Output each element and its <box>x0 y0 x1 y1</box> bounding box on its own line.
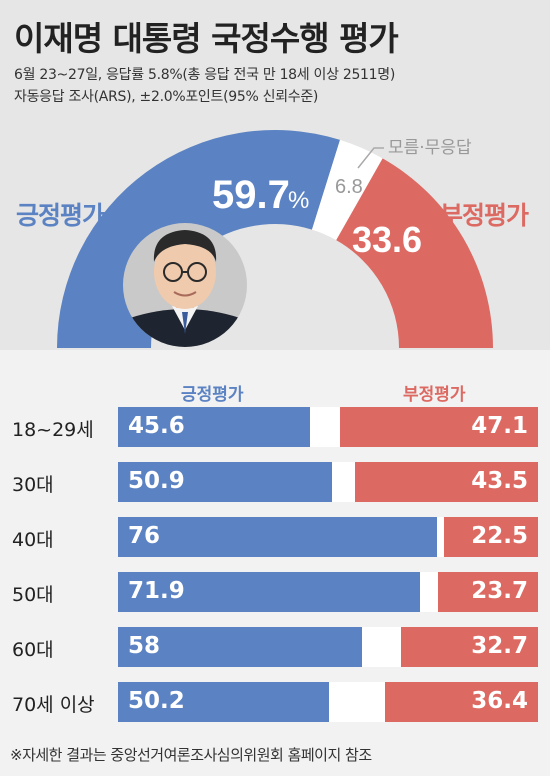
age-label-4: 60대 <box>12 639 54 661</box>
negative-value-3: 23.7 <box>471 578 528 604</box>
negative-value-5: 36.4 <box>471 688 528 714</box>
negative-bar-2: 22.5 <box>443 517 538 557</box>
donut-neutral-segment <box>311 139 383 241</box>
subtitle-line-2: 자동응답 조사(ARS), ±2.0%포인트(95% 신뢰수준) <box>14 89 319 105</box>
negative-side-label: 부정평가 <box>440 201 529 230</box>
positive-bar-5: 50.2 <box>118 682 329 722</box>
age-label-2: 40대 <box>12 529 54 551</box>
age-label-1: 30대 <box>12 474 54 496</box>
positive-value-label: 59.7 <box>212 173 290 217</box>
donut-value-labels: 59.7 % 6.8 33.6 모름·무응답 <box>212 138 472 260</box>
footnote: ※자세한 결과는 중앙선거여론조사심의위원회 홈페이지 참조 <box>10 746 372 764</box>
positive-bar-3: 71.9 <box>118 572 420 612</box>
positive-percent-sign: % <box>288 187 309 214</box>
negative-value-label: 33.6 <box>352 219 422 260</box>
positive-value-5: 50.2 <box>128 688 185 714</box>
positive-bar-2: 76 <box>118 517 438 557</box>
bar-row-1: 50.9 43.5 <box>118 462 538 502</box>
bar-row-4: 58 32.7 <box>118 627 538 667</box>
legend-positive: 긍정평가 <box>181 385 244 405</box>
bar-row-2: 76 22.5 <box>118 517 538 557</box>
positive-value-4: 58 <box>128 633 161 659</box>
positive-bar-1: 50.9 <box>118 462 332 502</box>
age-label-0: 18~29세 <box>12 419 94 441</box>
negative-value-1: 43.5 <box>471 468 528 494</box>
page-title: 이재명 대통령 국정수행 평가 <box>14 19 399 58</box>
donut-segments <box>57 129 493 348</box>
positive-value-2: 76 <box>128 523 161 549</box>
legend-negative: 부정평가 <box>403 385 466 405</box>
positive-side-label: 긍정평가 <box>16 201 105 230</box>
negative-value-2: 22.5 <box>471 523 528 549</box>
subtitle-line-1: 6월 23~27일, 응답률 5.8%(총 응답 전국 만 18세 이상 251… <box>14 67 396 83</box>
positive-bar-0: 45.6 <box>118 407 310 447</box>
negative-value-0: 47.1 <box>471 413 528 439</box>
positive-value-0: 45.6 <box>128 413 185 439</box>
positive-value-3: 71.9 <box>128 578 185 604</box>
negative-bar-4: 32.7 <box>400 627 538 667</box>
negative-value-4: 32.7 <box>471 633 528 659</box>
negative-bar-0: 47.1 <box>340 407 538 447</box>
bar-row-0: 45.6 47.1 <box>118 407 538 447</box>
bar-row-3: 71.9 23.7 <box>118 572 538 612</box>
neutral-callout-line <box>357 147 384 169</box>
bar-row-5: 50.2 36.4 <box>118 682 538 722</box>
age-label-5: 70세 이상 <box>12 694 95 716</box>
donut-negative-segment <box>336 158 493 348</box>
positive-value-1: 50.9 <box>128 468 185 494</box>
negative-bar-3: 23.7 <box>438 572 538 612</box>
neutral-value-label: 6.8 <box>335 176 363 198</box>
positive-bar-4: 58 <box>118 627 362 667</box>
negative-bar-5: 36.4 <box>385 682 538 722</box>
negative-bar-1: 43.5 <box>355 462 538 502</box>
approval-donut-chart: 59.7 % 6.8 33.6 모름·무응답 <box>57 129 493 348</box>
age-label-3: 50대 <box>12 584 54 606</box>
neutral-category-label: 모름·무응답 <box>388 138 472 158</box>
